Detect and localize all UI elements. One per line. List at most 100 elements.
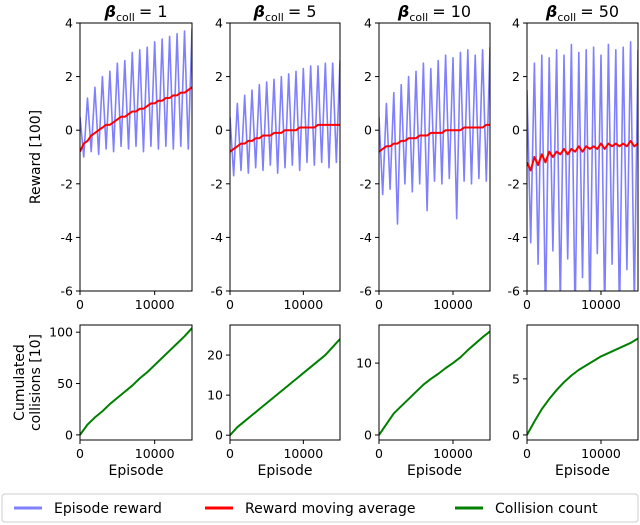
y-tick-label: -6 <box>61 284 74 299</box>
x-tick-label: 0 <box>375 297 383 312</box>
legend-label: Episode reward <box>54 501 162 517</box>
subplot: -6 -4 -2 0 2 4 0 10000 βcoll = 50 <box>508 2 639 312</box>
y-tick-label: 4 <box>65 16 73 31</box>
series-line <box>230 123 340 153</box>
y-tick-label: -6 <box>508 284 521 299</box>
series-line <box>80 28 192 158</box>
y-tick-label: 10 <box>356 356 372 371</box>
x-tick-label: 10000 <box>283 297 323 312</box>
x-tick-label: 10000 <box>135 297 175 312</box>
x-tick-label: 0 <box>375 446 383 461</box>
y-tick-label: -2 <box>211 176 223 191</box>
subplot: 0 5 0 10000 Episode <box>512 324 639 479</box>
title-value: = 5 <box>288 2 317 21</box>
axes-frame <box>378 324 491 441</box>
subplot: -6 -4 -2 0 2 4 0 10000 βcoll = 1 Reward [100] <box>28 2 193 312</box>
title-value: = 10 <box>432 2 471 21</box>
title-subscript: coll <box>116 11 135 24</box>
y-tick-label: 10 <box>207 388 223 403</box>
y-tick-label: -2 <box>61 176 73 191</box>
axes-frame <box>526 22 639 292</box>
y-tick-label: 2 <box>364 69 372 84</box>
axes-frame <box>229 22 341 292</box>
y-tick-label: 5 <box>512 371 520 386</box>
legend: Episode reward Reward moving average Colli… <box>1 493 639 523</box>
x-tick-label: 0 <box>226 446 234 461</box>
subplot: 0 10 0 10000 Episode <box>356 324 491 479</box>
legend-label: Reward moving average <box>245 501 416 517</box>
y-tick-label: 0 <box>512 427 520 442</box>
series-line <box>80 86 192 153</box>
axes-frame <box>378 22 491 292</box>
title-subscript: coll <box>409 11 428 24</box>
axes-frame <box>79 324 193 441</box>
y-tick-label: 2 <box>65 69 73 84</box>
title-subscript: coll <box>265 11 284 24</box>
subplot: 0 10 20 0 10000 Episode <box>207 324 341 479</box>
series-line <box>379 330 490 436</box>
subplot-title: βcoll = 10 <box>397 2 471 24</box>
subplot: -6 -4 -2 0 2 4 0 10000 βcoll = 10 <box>360 2 491 312</box>
axes-frame <box>79 22 193 292</box>
y-tick-label: -2 <box>508 176 520 191</box>
x-tick-label: 10000 <box>283 446 323 461</box>
y-axis-label: collisions [10] <box>28 334 44 431</box>
y-tick-label: 0 <box>65 427 73 442</box>
y-tick-label: -6 <box>211 284 224 299</box>
series-line <box>527 139 638 172</box>
y-tick-label: 100 <box>49 325 73 340</box>
title-symbol: β <box>103 2 115 21</box>
title-symbol: β <box>545 2 557 21</box>
series-line <box>527 337 638 436</box>
y-tick-label: 0 <box>364 427 372 442</box>
title-value: = 50 <box>580 2 619 21</box>
y-tick-label: 0 <box>65 123 73 138</box>
subplot-title: βcoll = 1 <box>103 2 167 24</box>
y-axis-label: Cumulated <box>12 344 28 421</box>
series-line <box>80 327 192 436</box>
legend-label: Collision count <box>495 501 598 517</box>
x-tick-label: 10000 <box>433 446 473 461</box>
y-tick-label: 4 <box>215 16 223 31</box>
series-line <box>230 60 340 177</box>
y-tick-label: -6 <box>360 284 373 299</box>
x-tick-label: 0 <box>523 297 531 312</box>
subplot: 0 50 100 0 10000 Episode Cumulated collisions [… <box>12 324 193 479</box>
y-tick-label: 50 <box>57 376 73 391</box>
y-tick-label: -4 <box>211 230 224 245</box>
axes-frame <box>526 324 639 441</box>
series-line <box>379 123 490 153</box>
title-symbol: β <box>397 2 409 21</box>
y-tick-label: 20 <box>207 348 223 363</box>
y-tick-label: -4 <box>508 230 521 245</box>
y-tick-label: 2 <box>215 69 223 84</box>
title-subscript: coll <box>557 11 576 24</box>
subplot-title: βcoll = 5 <box>252 2 316 24</box>
x-tick-label: 10000 <box>581 446 621 461</box>
subplot-title: βcoll = 50 <box>545 2 619 24</box>
series-line <box>527 40 638 291</box>
x-tick-label: 10000 <box>135 446 175 461</box>
series-line <box>230 338 340 436</box>
y-tick-label: 0 <box>215 123 223 138</box>
y-tick-label: 0 <box>512 123 520 138</box>
y-axis-label: Reward [100] <box>28 110 44 204</box>
axes-frame <box>229 324 341 441</box>
x-tick-label: 10000 <box>581 297 621 312</box>
y-tick-label: 2 <box>512 69 520 84</box>
series-line <box>379 47 490 225</box>
x-tick-label: 0 <box>226 297 234 312</box>
y-tick-label: 4 <box>364 16 372 31</box>
x-axis-label: Episode <box>109 463 164 479</box>
y-tick-label: -4 <box>360 230 373 245</box>
title-symbol: β <box>252 2 264 21</box>
legend-frame <box>1 493 639 523</box>
y-tick-label: 0 <box>215 428 223 443</box>
y-tick-label: -2 <box>360 176 372 191</box>
x-axis-label: Episode <box>407 463 462 479</box>
x-tick-label: 0 <box>76 446 84 461</box>
x-axis-label: Episode <box>555 463 610 479</box>
y-tick-label: 0 <box>364 123 372 138</box>
x-axis-label: Episode <box>258 463 313 479</box>
